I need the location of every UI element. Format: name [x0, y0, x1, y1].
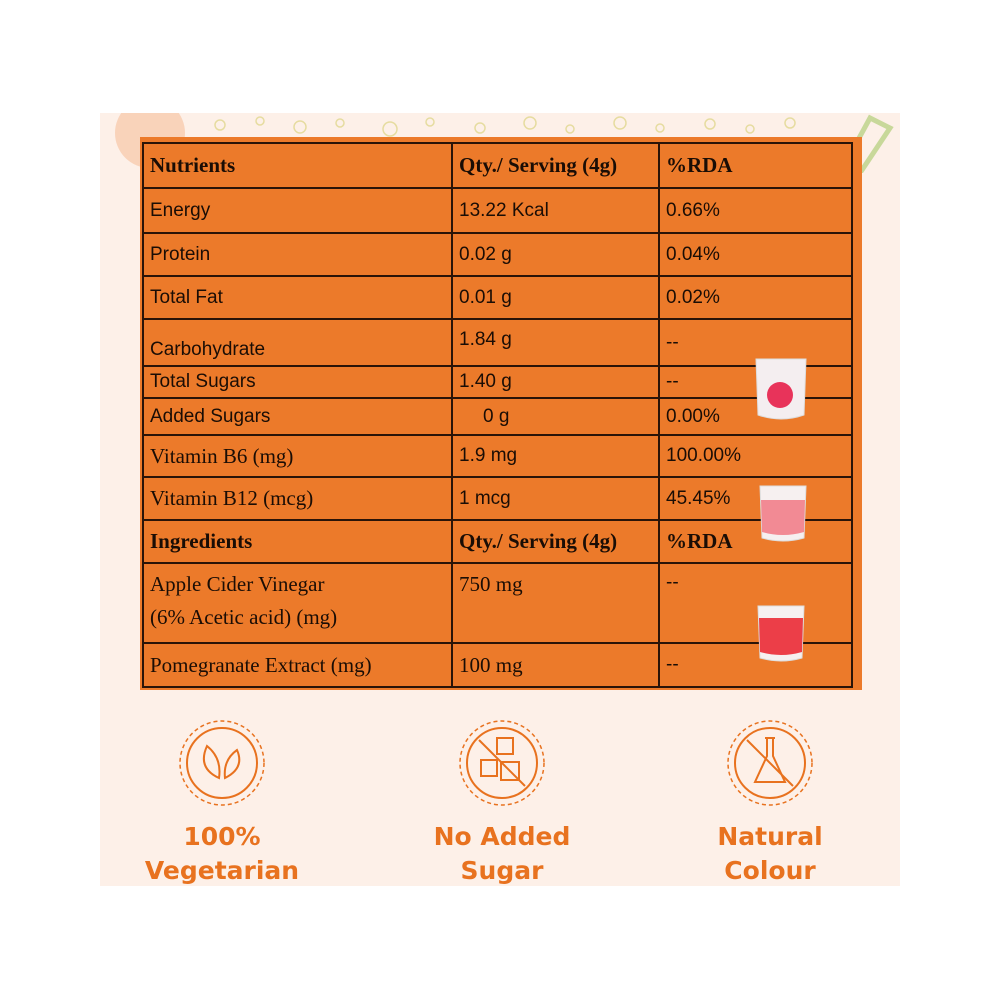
ingredient-rda: --	[658, 642, 853, 688]
nutrient-rda: 100.00%	[658, 434, 853, 478]
ingredient-name: Apple Cider Vinegar (6% Acetic acid) (mg…	[142, 562, 453, 644]
nutrient-qty: 1 mcg	[451, 476, 660, 521]
ingredients-header-row: Ingredients Qty./ Serving (4g) %RDA	[142, 519, 853, 564]
nutrient-rda: 0.02%	[658, 275, 853, 320]
nutrient-qty: 1.84 g	[451, 318, 660, 367]
nutrient-rda: 45.45%	[658, 476, 853, 521]
header-cell: Qty./ Serving (4g)	[451, 519, 660, 564]
header-cell: Nutrients	[142, 142, 453, 189]
nutrient-rda: 0.04%	[658, 232, 853, 277]
table-row: Total Fat 0.01 g 0.02%	[142, 275, 853, 320]
table-row: Vitamin B6 (mg) 1.9 mg 100.00%	[142, 434, 853, 478]
table-row: Apple Cider Vinegar (6% Acetic acid) (mg…	[142, 562, 853, 644]
glass-drink-image	[757, 605, 805, 662]
nutrient-name: Energy	[142, 187, 453, 234]
nutrition-table-container: Nutrients Qty./ Serving (4g) %RDA Energy…	[140, 137, 862, 690]
ingredient-name: Pomegranate Extract (mg)	[142, 642, 453, 688]
nutrient-name: Total Sugars	[142, 365, 453, 399]
badge-no-added-sugar: No Added Sugar	[402, 718, 602, 888]
nutrient-qty: 0.02 g	[451, 232, 660, 277]
nutrient-rda: 0.66%	[658, 187, 853, 234]
table-row: Vitamin B12 (mcg) 1 mcg 45.45%	[142, 476, 853, 521]
no-chemical-flask-icon	[727, 720, 813, 806]
glass-tablet-image	[755, 358, 807, 420]
ingredient-name-line2: (6% Acetic acid) (mg)	[150, 605, 338, 629]
badge-vegetarian: 100% Vegetarian	[122, 718, 322, 888]
badge-natural-colour: Natural Colour	[670, 718, 870, 888]
header-cell: Qty./ Serving (4g)	[451, 142, 660, 189]
ingredient-qty: 750 mg	[451, 562, 660, 644]
nutrient-rda: --	[658, 365, 853, 399]
no-sugar-cubes-icon	[459, 720, 545, 806]
badge-line1: No Added	[433, 822, 571, 851]
table-row: Carbohydrate 1.84 g --	[142, 318, 853, 367]
badge-line1: Natural	[717, 822, 823, 851]
ingredient-qty: 100 mg	[451, 642, 660, 688]
leaves-icon	[179, 720, 265, 806]
table-row: Total Sugars 1.40 g --	[142, 365, 853, 399]
ingredient-rda: --	[658, 562, 853, 644]
header-cell: %RDA	[658, 142, 853, 189]
nutrient-name: Added Sugars	[142, 397, 453, 436]
nutrient-rda: 0.00%	[658, 397, 853, 436]
nutrient-name: Protein	[142, 232, 453, 277]
nutrient-qty: 1.40 g	[451, 365, 660, 399]
nutrient-qty: 0 g	[451, 397, 660, 436]
header-cell: Ingredients	[142, 519, 453, 564]
nutrient-qty: 1.9 mg	[451, 434, 660, 478]
nutrient-name: Carbohydrate	[142, 318, 453, 367]
badge-line2: Colour	[724, 856, 816, 885]
nutrient-name: Vitamin B6 (mg)	[142, 434, 453, 478]
nutrition-table: Nutrients Qty./ Serving (4g) %RDA Energy…	[142, 142, 853, 688]
badge-line2: Vegetarian	[144, 856, 300, 885]
table-row: Added Sugars 0 g 0.00%	[142, 397, 853, 436]
badge-line1: 100%	[183, 822, 261, 851]
nutrient-qty: 13.22 Kcal	[451, 187, 660, 234]
header-cell: %RDA	[658, 519, 853, 564]
glass-fizzing-image	[759, 485, 807, 542]
table-header-row: Nutrients Qty./ Serving (4g) %RDA	[142, 142, 853, 189]
table-row: Energy 13.22 Kcal 0.66%	[142, 187, 853, 234]
nutrient-qty: 0.01 g	[451, 275, 660, 320]
nutrient-name: Total Fat	[142, 275, 453, 320]
badge-line2: Sugar	[460, 856, 544, 885]
nutrient-name: Vitamin B12 (mcg)	[142, 476, 453, 521]
table-row: Pomegranate Extract (mg) 100 mg --	[142, 642, 853, 688]
ingredient-name-line1: Apple Cider Vinegar	[150, 572, 325, 596]
table-row: Protein 0.02 g 0.04%	[142, 232, 853, 277]
